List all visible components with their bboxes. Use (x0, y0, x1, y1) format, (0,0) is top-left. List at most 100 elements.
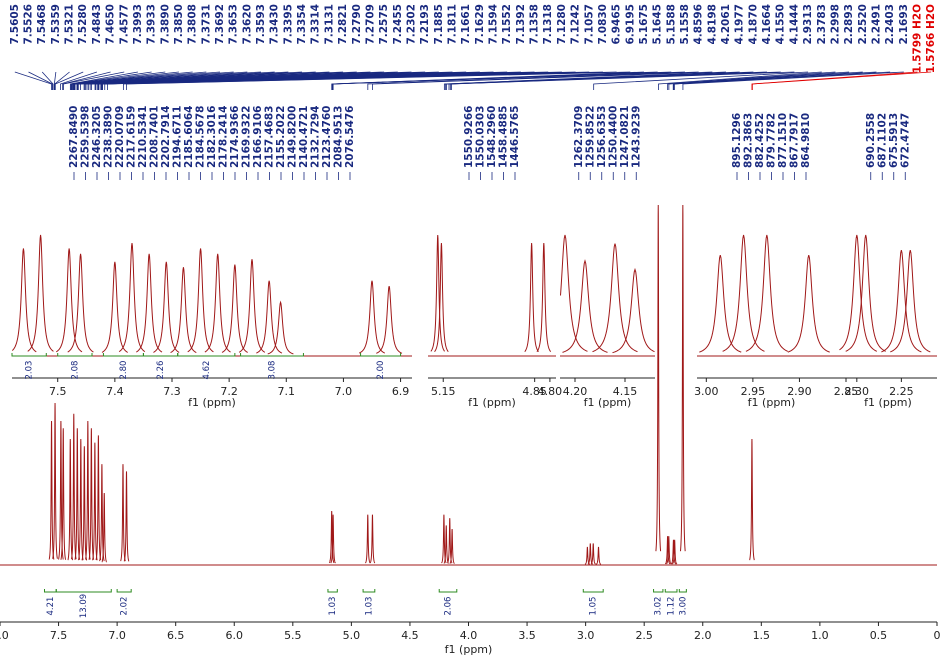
hz-label: 2259.5398 (80, 106, 92, 168)
peak-label: 4.1550 (775, 4, 787, 45)
peak (101, 492, 108, 563)
hz-label: 1243.9239 (630, 106, 642, 168)
peak (365, 514, 371, 564)
peak (67, 253, 94, 353)
peak (77, 438, 84, 561)
integral-label: 1.03 (328, 597, 338, 616)
peak-label: 7.4577 (118, 4, 130, 45)
x-tick-label: 6.0 (226, 629, 244, 642)
x-tick-label: 2.30 (845, 385, 870, 398)
x-tick-label: 2.5 (635, 629, 653, 642)
peak-label: 7.2193 (419, 4, 431, 45)
peak (187, 248, 214, 353)
integral-label: 3.02 (654, 597, 664, 616)
integral-bracket (11, 353, 47, 357)
peak (562, 259, 608, 353)
peak (890, 250, 931, 353)
hz-label: 2178.2414 (218, 106, 230, 168)
peak-label: 5.1588 (665, 4, 677, 45)
peak-label-leader (593, 71, 809, 90)
hz-label: 1446.5765 (509, 106, 521, 168)
peak-label: 6.9465 (611, 4, 623, 45)
integral-bracket (653, 589, 664, 593)
hz-label: 1259.8522 (584, 106, 596, 168)
x-tick-label: 2.95 (741, 385, 766, 398)
hz-label: 2149.8200 (287, 106, 299, 168)
peak (839, 234, 878, 352)
hz-label: 687.1102 (876, 113, 888, 168)
integral-bracket (240, 353, 304, 357)
peak-label: 7.2790 (351, 4, 363, 45)
hz-label: 672.4747 (899, 113, 911, 168)
peak (369, 514, 376, 564)
x-tick-label: 6.9 (392, 385, 410, 398)
peak-label: 7.1318 (542, 4, 554, 45)
peak-label: 7.3620 (241, 4, 253, 45)
peak-label: 7.3430 (269, 4, 281, 45)
peak-label: 7.3395 (282, 4, 294, 45)
peak-label: 7.3993 (132, 4, 144, 45)
peak-label: 4.8596 (693, 4, 705, 45)
hz-label: 2166.9106 (252, 106, 264, 168)
peak (85, 420, 91, 560)
x-tick-label: 2.0 (694, 629, 712, 642)
peak-label: 7.3314 (310, 4, 322, 45)
peak-label-leader (451, 71, 795, 90)
peak-label: 7.5605 (9, 4, 21, 45)
x-tick-label: 2.90 (787, 385, 812, 398)
peak-label: 7.2302 (405, 4, 417, 45)
peak-label: 5.1558 (679, 4, 691, 45)
peak (666, 536, 672, 565)
peak (595, 546, 602, 565)
peak (120, 464, 126, 562)
hz-label: 867.7917 (789, 113, 801, 168)
x-tick-label: 7.5 (49, 385, 67, 398)
x-axis-label: f1 (ppm) (468, 396, 516, 409)
x-tick-label: 7.2 (220, 385, 238, 398)
x-axis-label: f1 (ppm) (864, 396, 912, 409)
peak-label-leader (372, 71, 713, 90)
x-tick-label: 5.15 (431, 385, 456, 398)
peak (670, 539, 677, 565)
x-axis-label: f1 (ppm) (748, 396, 796, 409)
peak-label: 7.1057 (583, 4, 595, 45)
integral-bracket (57, 353, 93, 357)
peak-label: 7.1280 (556, 4, 568, 45)
integral-label: 1.03 (364, 597, 374, 616)
x-tick-label: 6.5 (167, 629, 185, 642)
peak-label: 7.3890 (159, 4, 171, 45)
x-tick-label: 2.85 (834, 385, 859, 398)
peak-label: 2.1693 (898, 4, 910, 45)
peak (67, 438, 74, 561)
hz-label: 2132.7294 (310, 106, 322, 168)
hz-label: 1256.6353 (596, 106, 608, 168)
hz-label: 675.5913 (888, 113, 900, 168)
hz-label: 2202.7914 (160, 106, 172, 168)
peak-label: 4.2061 (720, 4, 732, 45)
peak (590, 543, 596, 565)
peak-label: 7.3131 (323, 4, 335, 45)
peak-label-leader (682, 71, 904, 90)
integral-label: 2.08 (70, 361, 80, 380)
hz-label: 2194.6711 (172, 106, 184, 168)
x-tick-label: 1.5 (753, 629, 771, 642)
peak (680, 204, 686, 552)
peak-label: 7.1594 (488, 4, 500, 45)
x-tick-label: 3.0 (577, 629, 595, 642)
x-tick-label: 5.5 (284, 629, 302, 642)
hz-label: 2220.0709 (114, 106, 126, 168)
peak (524, 243, 539, 352)
hz-label: 879.7782 (766, 113, 778, 168)
hz-label: 1250.4400 (607, 106, 619, 168)
peak-label: 7.1242 (570, 4, 582, 45)
integral-bracket (55, 589, 112, 593)
peak-label: 7.2709 (364, 4, 376, 45)
peak-label: 7.5359 (50, 4, 62, 45)
integral-bracket (142, 353, 179, 357)
x-tick-label: 1.0 (811, 629, 829, 642)
hz-label: 2185.6064 (183, 106, 195, 168)
peak-label-leader (73, 71, 207, 90)
hz-label: 2076.5476 (344, 106, 356, 168)
peak-label: 7.4650 (105, 4, 117, 45)
